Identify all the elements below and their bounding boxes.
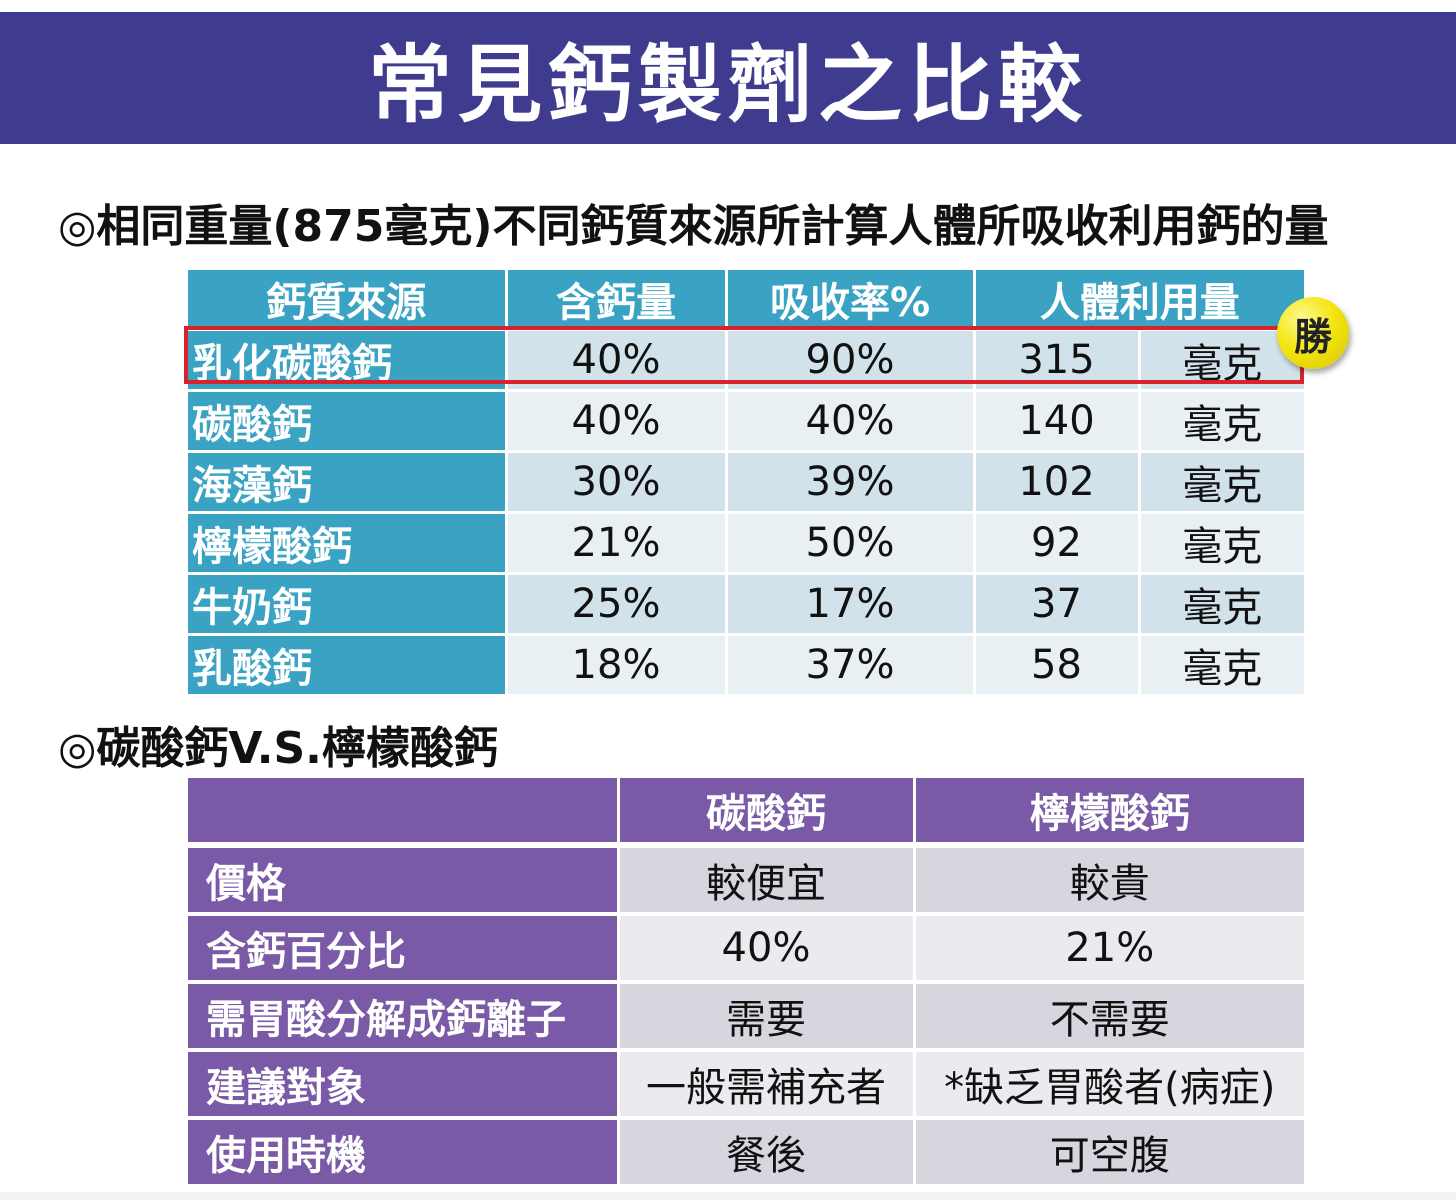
carbonate-cell: 一般需補充者 <box>616 1048 914 1118</box>
table-row: 價格 較便宜 較貴 <box>188 843 1304 914</box>
page-title: 常見鈣製劑之比較 <box>367 35 1088 134</box>
citrate-cell: *缺乏胃酸者(病症) <box>912 1048 1304 1118</box>
calcium-cell: 30% <box>504 450 726 513</box>
table-row: 含鈣百分比 40% 21% <box>188 912 1304 982</box>
absorption-cell: 17% <box>724 572 974 635</box>
header-blank <box>188 778 618 848</box>
carbonate-cell: 較便宜 <box>616 843 914 914</box>
source-cell: 乳酸鈣 <box>188 633 506 694</box>
row-label: 需胃酸分解成鈣離子 <box>188 980 618 1050</box>
source-cell: 碳酸鈣 <box>188 389 506 452</box>
winner-highlight-box <box>184 326 1304 384</box>
citrate-cell: 21% <box>912 912 1304 982</box>
table-row: 檸檬酸鈣 21% 50% 92 毫克 <box>188 511 1304 574</box>
calcium-cell: 40% <box>504 389 726 452</box>
amount-cell: 58 <box>972 633 1139 694</box>
table-row: 牛奶鈣 25% 17% 37 毫克 <box>188 572 1304 635</box>
absorption-cell: 40% <box>724 389 974 452</box>
section1-title: ◎相同重量(875毫克)不同鈣質來源所計算人體所吸收利用鈣的量 <box>58 201 1329 252</box>
comparison-table-header: 碳酸鈣 檸檬酸鈣 <box>188 778 1304 848</box>
unit-cell: 毫克 <box>1137 572 1304 635</box>
absorption-table-header: 鈣質來源 含鈣量 吸收率% 人體利用量 <box>188 270 1304 330</box>
amount-cell: 37 <box>972 572 1139 635</box>
source-cell: 海藻鈣 <box>188 450 506 513</box>
unit-cell: 毫克 <box>1137 633 1304 694</box>
row-label: 建議對象 <box>188 1048 618 1118</box>
carbonate-cell: 餐後 <box>616 1116 914 1184</box>
header-absorption: 吸收率% <box>724 270 974 330</box>
carbonate-cell: 需要 <box>616 980 914 1050</box>
table-row: 建議對象 一般需補充者 *缺乏胃酸者(病症) <box>188 1048 1304 1118</box>
absorption-cell: 50% <box>724 511 974 574</box>
table-row: 乳酸鈣 18% 37% 58 毫克 <box>188 633 1304 694</box>
table-row: 需胃酸分解成鈣離子 需要 不需要 <box>188 980 1304 1050</box>
section2-title: ◎碳酸鈣V.S.檸檬酸鈣 <box>58 723 498 774</box>
header-citrate: 檸檬酸鈣 <box>912 778 1304 848</box>
header-calcium: 含鈣量 <box>504 270 726 330</box>
comparison-table: 碳酸鈣 檸檬酸鈣 價格 較便宜 較貴 含鈣百分比 40% 21% 需胃酸分解成鈣… <box>188 778 1304 1184</box>
header-carbonate: 碳酸鈣 <box>616 778 914 848</box>
unit-cell: 毫克 <box>1137 511 1304 574</box>
row-label: 價格 <box>188 843 618 914</box>
table-row: 海藻鈣 30% 39% 102 毫克 <box>188 450 1304 513</box>
table-row: 碳酸鈣 40% 40% 140 毫克 <box>188 389 1304 452</box>
source-cell: 檸檬酸鈣 <box>188 511 506 574</box>
header-amount: 人體利用量 <box>972 270 1304 330</box>
absorption-table: 鈣質來源 含鈣量 吸收率% 人體利用量 乳化碳酸鈣 40% 90% 315 毫克… <box>188 270 1304 694</box>
absorption-cell: 37% <box>724 633 974 694</box>
title-banner: 常見鈣製劑之比較 <box>0 12 1456 144</box>
source-cell: 牛奶鈣 <box>188 572 506 635</box>
absorption-cell: 39% <box>724 450 974 513</box>
bottom-strip <box>0 1192 1456 1200</box>
table-row: 使用時機 餐後 可空腹 <box>188 1116 1304 1184</box>
citrate-cell: 可空腹 <box>912 1116 1304 1184</box>
amount-cell: 92 <box>972 511 1139 574</box>
carbonate-cell: 40% <box>616 912 914 982</box>
amount-cell: 140 <box>972 389 1139 452</box>
citrate-cell: 較貴 <box>912 843 1304 914</box>
amount-cell: 102 <box>972 450 1139 513</box>
row-label: 含鈣百分比 <box>188 912 618 982</box>
unit-cell: 毫克 <box>1137 389 1304 452</box>
calcium-cell: 21% <box>504 511 726 574</box>
calcium-cell: 18% <box>504 633 726 694</box>
calcium-cell: 25% <box>504 572 726 635</box>
unit-cell: 毫克 <box>1137 450 1304 513</box>
winner-badge: 勝 <box>1277 297 1349 369</box>
row-label: 使用時機 <box>188 1116 618 1184</box>
header-source: 鈣質來源 <box>188 270 506 330</box>
citrate-cell: 不需要 <box>912 980 1304 1050</box>
